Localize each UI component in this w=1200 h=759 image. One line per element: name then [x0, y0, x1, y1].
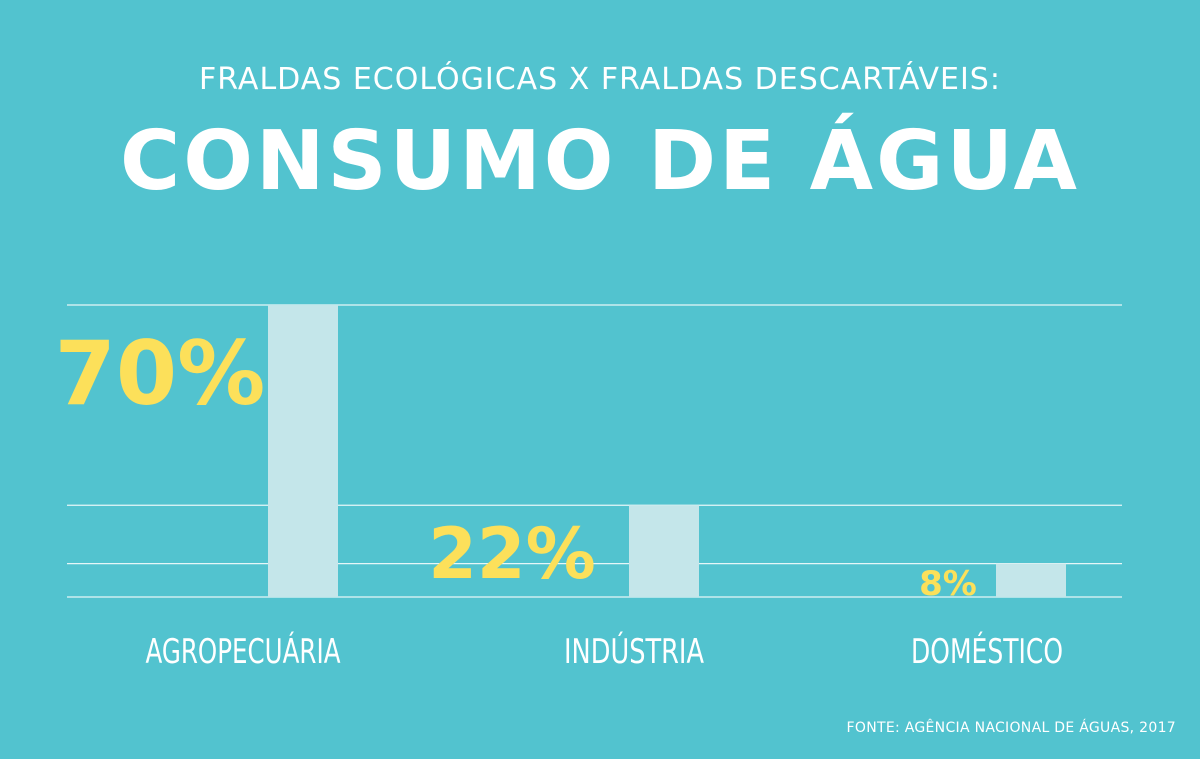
data-label: 70% — [55, 322, 266, 425]
data-label: 8% — [919, 564, 977, 604]
bar — [629, 505, 699, 597]
source-note: FONTE: AGÊNCIA NACIONAL DE ÁGUAS, 2017 — [846, 720, 1176, 736]
category-label: AGROPECUÁRIA — [146, 631, 341, 672]
category-label: INDÚSTRIA — [564, 631, 704, 672]
bar — [268, 305, 338, 597]
category-label: DOMÉSTICO — [911, 631, 1063, 672]
chart-title: CONSUMO DE ÁGUA — [120, 114, 1080, 209]
chart-subtitle: FRALDAS ECOLÓGICAS X FRALDAS DESCARTÁVEI… — [199, 62, 1001, 97]
bar — [996, 563, 1066, 597]
data-label: 22% — [428, 513, 596, 595]
